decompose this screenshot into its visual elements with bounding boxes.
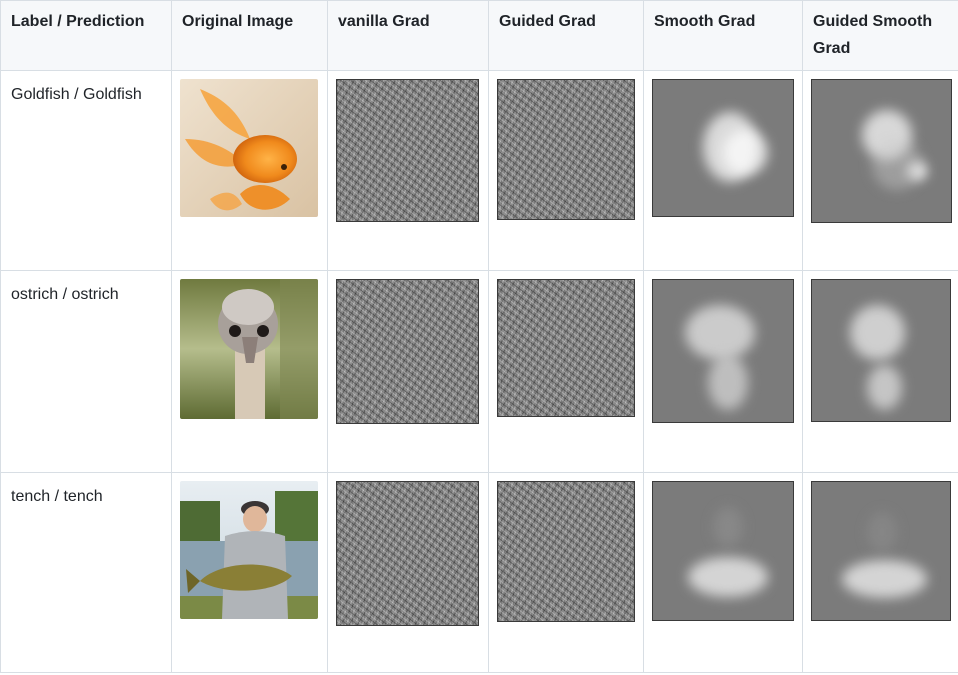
row-label: Goldfish / Goldfish (0, 70, 172, 271)
guided-grad-cell (488, 472, 644, 673)
smooth-grad-map (652, 279, 794, 423)
smooth-grad-map (652, 481, 794, 621)
header-guided-grad: Guided Grad (488, 0, 644, 71)
table-row: Goldfish / Goldfish (0, 70, 958, 271)
smooth-grad-map (652, 79, 794, 217)
guided-smooth-grad-cell (802, 270, 958, 473)
original-image-cell (171, 472, 328, 673)
goldfish-photo (180, 79, 318, 217)
ostrich-photo (180, 279, 318, 419)
row-label: ostrich / ostrich (0, 270, 172, 473)
smooth-grad-cell (643, 70, 803, 271)
tench-photo (180, 481, 318, 619)
vanilla-grad-cell (327, 472, 489, 673)
header-original-image: Original Image (171, 0, 328, 71)
smooth-grad-cell (643, 270, 803, 473)
original-image-cell (171, 270, 328, 473)
row-label: tench / tench (0, 472, 172, 673)
header-row: Label / Prediction Original Image vanill… (0, 0, 958, 71)
vanilla-grad-cell (327, 70, 489, 271)
guided-smooth-grad-cell (802, 472, 958, 673)
vanilla-grad-map (336, 279, 479, 424)
vanilla-grad-map (336, 79, 479, 222)
guided-grad-cell (488, 70, 644, 271)
header-vanilla-grad: vanilla Grad (327, 0, 489, 71)
guided-smooth-grad-map (811, 279, 951, 422)
original-image-cell (171, 70, 328, 271)
header-guided-smooth-grad: Guided Smooth Grad (802, 0, 958, 71)
guided-smooth-grad-map (811, 481, 951, 621)
guided-grad-cell (488, 270, 644, 473)
smooth-grad-cell (643, 472, 803, 673)
guided-grad-map (497, 79, 635, 220)
guided-grad-map (497, 279, 635, 417)
vanilla-grad-cell (327, 270, 489, 473)
table-row: tench / tench (0, 472, 958, 673)
header-smooth-grad: Smooth Grad (643, 0, 803, 71)
vanilla-grad-map (336, 481, 479, 626)
guided-smooth-grad-map (811, 79, 952, 223)
guided-smooth-grad-cell (802, 70, 958, 271)
header-label-prediction: Label / Prediction (0, 0, 172, 71)
table-row: ostrich / ostrich (0, 270, 958, 473)
guided-grad-map (497, 481, 635, 622)
